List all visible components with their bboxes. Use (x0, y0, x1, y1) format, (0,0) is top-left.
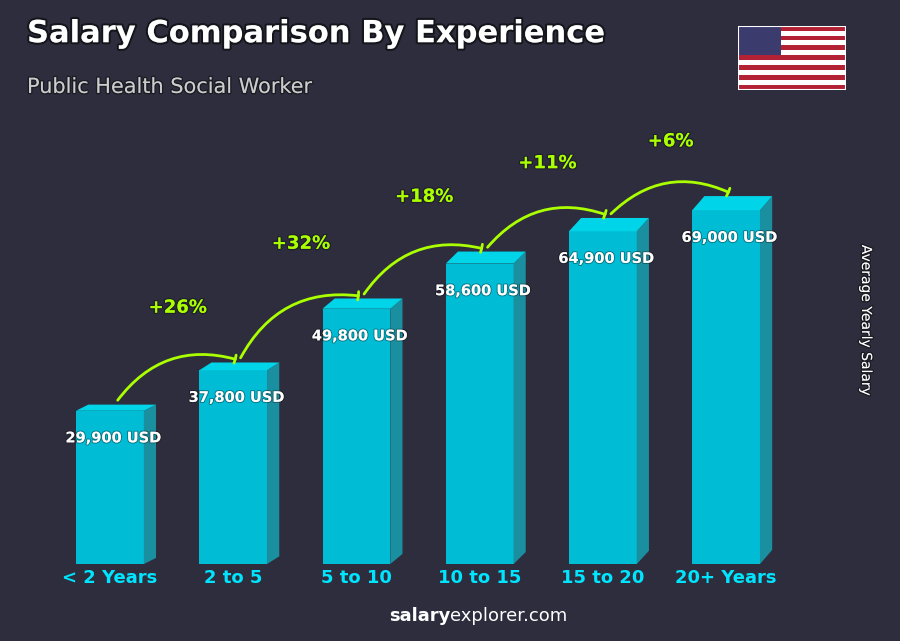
Bar (738, 26, 846, 31)
Bar (738, 31, 846, 35)
Polygon shape (446, 251, 526, 263)
Polygon shape (322, 299, 402, 309)
Text: Public Health Social Worker: Public Health Social Worker (27, 77, 312, 97)
Text: +26%: +26% (148, 299, 207, 317)
Text: +18%: +18% (395, 188, 454, 206)
Bar (738, 65, 846, 70)
Bar (738, 55, 846, 60)
Bar (738, 80, 846, 85)
Bar (738, 75, 846, 80)
Bar (738, 85, 846, 90)
Text: 69,000 USD: 69,000 USD (681, 230, 778, 245)
Polygon shape (692, 196, 772, 210)
Text: +32%: +32% (272, 235, 330, 253)
Text: salary: salary (389, 607, 450, 625)
Polygon shape (267, 363, 279, 564)
Polygon shape (76, 404, 156, 411)
Bar (738, 26, 781, 55)
FancyBboxPatch shape (446, 263, 514, 564)
Bar (738, 50, 846, 55)
FancyBboxPatch shape (692, 210, 760, 564)
Bar (738, 46, 846, 50)
Text: 29,900 USD: 29,900 USD (66, 430, 162, 445)
Text: Average Yearly Salary: Average Yearly Salary (859, 245, 873, 396)
FancyBboxPatch shape (569, 231, 637, 564)
Bar (738, 60, 846, 65)
FancyBboxPatch shape (76, 411, 144, 564)
Text: 37,800 USD: 37,800 USD (189, 390, 285, 405)
Text: +11%: +11% (518, 154, 576, 172)
Polygon shape (144, 404, 156, 564)
Text: 64,900 USD: 64,900 USD (558, 251, 654, 266)
Bar (738, 35, 846, 40)
Polygon shape (760, 196, 772, 564)
Text: 58,600 USD: 58,600 USD (435, 283, 532, 298)
Text: Salary Comparison By Experience: Salary Comparison By Experience (27, 19, 603, 48)
Bar (738, 40, 846, 46)
Bar (738, 70, 846, 75)
FancyBboxPatch shape (322, 309, 391, 564)
Text: 49,800 USD: 49,800 USD (311, 328, 409, 344)
Polygon shape (391, 299, 402, 564)
Polygon shape (637, 218, 649, 564)
Polygon shape (514, 251, 526, 564)
FancyBboxPatch shape (199, 370, 267, 564)
Polygon shape (199, 363, 279, 370)
Text: explorer.com: explorer.com (450, 607, 567, 625)
Polygon shape (569, 218, 649, 231)
Text: +6%: +6% (648, 132, 693, 151)
